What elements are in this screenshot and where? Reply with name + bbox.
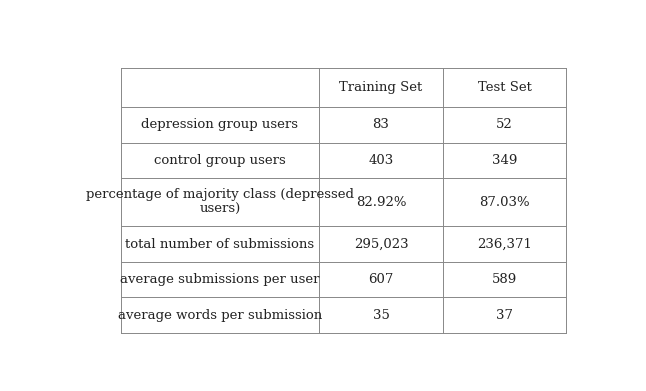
Text: Training Set: Training Set [339,81,422,94]
Text: total number of submissions: total number of submissions [125,238,315,251]
Text: 82.92%: 82.92% [356,196,406,209]
Text: 52: 52 [496,118,513,131]
Text: 607: 607 [368,273,393,286]
Text: Test Set: Test Set [478,81,532,94]
Text: 349: 349 [492,154,517,167]
Text: 589: 589 [492,273,517,286]
Text: control group users: control group users [154,154,286,167]
Text: 236,371: 236,371 [477,238,532,251]
Text: depression group users: depression group users [141,118,298,131]
Text: 295,023: 295,023 [354,238,408,251]
Text: 37: 37 [496,308,513,322]
Text: 403: 403 [368,154,393,167]
Text: average submissions per user: average submissions per user [120,273,320,286]
Text: percentage of majority class (depressed
users): percentage of majority class (depressed … [86,188,354,216]
Text: 87.03%: 87.03% [479,196,530,209]
Text: 35: 35 [373,308,390,322]
Text: 83: 83 [373,118,390,131]
Text: average words per submission: average words per submission [118,308,322,322]
